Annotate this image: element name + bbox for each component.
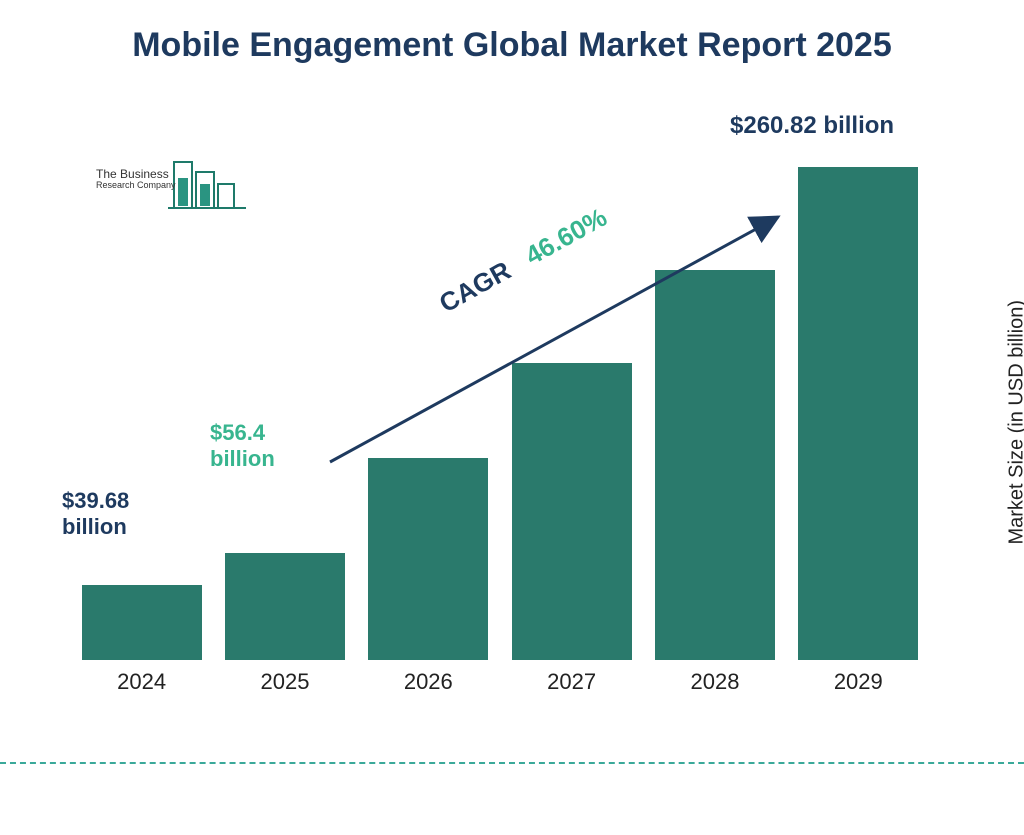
xlabel: 2025 xyxy=(225,669,345,695)
value-label-line: $39.68 xyxy=(62,488,129,514)
bar-wrap xyxy=(798,167,918,660)
value-label-line: billion xyxy=(62,514,129,540)
value-label-line: $56.4 xyxy=(210,420,275,446)
value-label-2024: $39.68 billion xyxy=(62,488,129,541)
bar-2026 xyxy=(368,458,488,660)
title-text: Mobile Engagement Global Market Report 2… xyxy=(132,26,892,64)
xlabel: 2029 xyxy=(798,669,918,695)
bar-wrap xyxy=(368,458,488,660)
bar-2029 xyxy=(798,167,918,660)
bar-wrap xyxy=(512,363,632,660)
y-axis-label: Market Size (in USD billion) xyxy=(1006,300,1024,545)
xlabel: 2028 xyxy=(655,669,775,695)
bar-wrap xyxy=(225,553,345,660)
bar-2028 xyxy=(655,270,775,660)
chart-title: Mobile Engagement Global Market Report 2… xyxy=(0,0,1024,67)
xlabel: 2026 xyxy=(368,669,488,695)
value-label-2029: $260.82 billion xyxy=(730,112,894,141)
value-label-line: $260.82 billion xyxy=(730,112,894,139)
x-axis-labels: 2024 2025 2026 2027 2028 2029 xyxy=(70,664,930,700)
bar-2025 xyxy=(225,553,345,660)
value-label-line: billion xyxy=(210,446,275,472)
bar-wrap xyxy=(82,585,202,660)
bar-2027 xyxy=(512,363,632,660)
bar-2024 xyxy=(82,585,202,660)
xlabel: 2024 xyxy=(82,669,202,695)
value-label-2025: $56.4 billion xyxy=(210,420,275,473)
bars-container xyxy=(70,140,930,660)
xlabel: 2027 xyxy=(512,669,632,695)
footer-dashed-line xyxy=(0,762,1024,764)
bar-wrap xyxy=(655,270,775,660)
bar-chart: 2024 2025 2026 2027 2028 2029 xyxy=(70,140,930,700)
